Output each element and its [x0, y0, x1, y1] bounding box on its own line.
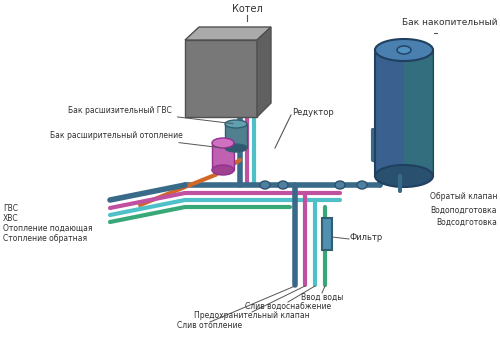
Text: Бак накопительный: Бак накопительный	[402, 18, 498, 27]
Polygon shape	[185, 40, 257, 117]
Polygon shape	[225, 124, 247, 148]
Text: ГВС: ГВС	[3, 204, 18, 213]
FancyBboxPatch shape	[322, 218, 332, 250]
Polygon shape	[375, 50, 433, 176]
Text: Бак расширительный отопление: Бак расширительный отопление	[50, 130, 220, 148]
Text: Ввод воды: Ввод воды	[301, 293, 343, 302]
Ellipse shape	[212, 138, 234, 148]
Text: Предохранительный клапан: Предохранительный клапан	[194, 312, 310, 321]
Text: Стопление обратная: Стопление обратная	[3, 234, 87, 243]
Text: Котел: Котел	[232, 4, 262, 14]
Ellipse shape	[375, 165, 433, 187]
Ellipse shape	[278, 181, 288, 189]
Text: Слив отопление: Слив отопление	[178, 322, 242, 331]
Text: Отопление подающая: Отопление подающая	[3, 224, 92, 233]
Ellipse shape	[225, 120, 247, 128]
Polygon shape	[404, 50, 433, 176]
Polygon shape	[212, 143, 234, 170]
Text: Обратый клапан: Обратый клапан	[430, 191, 497, 200]
Polygon shape	[185, 27, 271, 40]
Text: Фильтр: Фильтр	[350, 233, 384, 241]
Polygon shape	[257, 27, 271, 117]
Ellipse shape	[397, 46, 411, 54]
Text: Слив водоснабжение: Слив водоснабжение	[245, 302, 331, 310]
Ellipse shape	[335, 181, 345, 189]
Ellipse shape	[260, 181, 270, 189]
Text: Водоподготовка: Водоподготовка	[430, 206, 497, 215]
Ellipse shape	[375, 39, 433, 61]
Text: Бак расшизительный ГВС: Бак расшизительный ГВС	[68, 106, 233, 124]
Text: Водсодготовка: Водсодготовка	[436, 217, 497, 227]
Ellipse shape	[357, 181, 367, 189]
Ellipse shape	[212, 165, 234, 175]
Text: Редуктор: Редуктор	[292, 108, 334, 117]
Text: ХВС: ХВС	[3, 214, 18, 223]
Ellipse shape	[225, 144, 247, 152]
